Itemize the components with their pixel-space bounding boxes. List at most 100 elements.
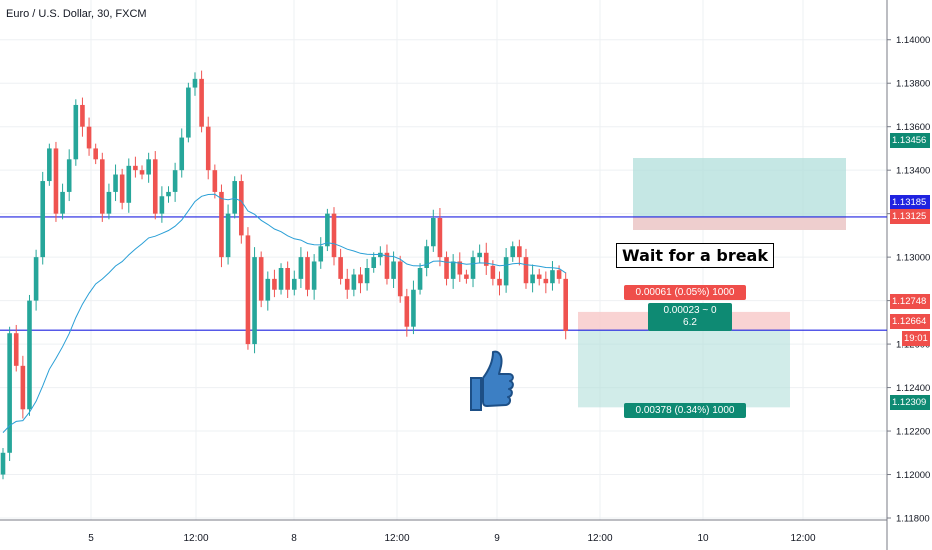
candle-body [93, 148, 98, 160]
reward-tag: 0.00378 (0.34%) 1000 [624, 403, 746, 418]
y-tick-label: 1.14000 [896, 35, 930, 46]
candle-body [556, 270, 562, 279]
candle-body [411, 289, 416, 327]
candle-body [239, 181, 244, 236]
candle-body [483, 252, 489, 266]
candle-body [225, 213, 231, 258]
candle-body [278, 268, 284, 290]
candle-body [0, 452, 6, 475]
candle-body [232, 181, 237, 214]
candle-body [186, 87, 191, 138]
candle-body [404, 296, 410, 327]
risk-tag: 0.00061 (0.05%) 1000 [624, 285, 746, 300]
x-tick-label: 9 [494, 533, 500, 544]
axis-tag-tp-short: 1.12309 [890, 395, 930, 410]
candle-body [391, 261, 396, 279]
axis-tag-countdown: 19:01 [902, 331, 930, 346]
candle-body [536, 274, 542, 279]
ratio-tag-line2: 6.2 [683, 317, 697, 328]
candle-body [358, 274, 363, 284]
candle-body [258, 257, 264, 301]
candle-body [291, 278, 297, 290]
candle-body [351, 274, 357, 290]
y-tick-label: 1.12400 [896, 383, 930, 394]
candle-body [219, 191, 224, 258]
candle-body [126, 165, 132, 203]
x-tick-label: 12:00 [790, 533, 815, 544]
candle-body [378, 252, 383, 258]
candle-body [344, 278, 350, 290]
candle-body [338, 257, 343, 279]
candle-body [305, 257, 310, 290]
candle-body [27, 300, 32, 410]
candle-body [40, 181, 46, 258]
candle-body [503, 257, 509, 286]
candle-body [364, 268, 370, 284]
candle-body [325, 213, 330, 247]
candle-body [7, 333, 12, 453]
x-tick-label: 12:00 [587, 533, 612, 544]
candle-body [265, 278, 271, 301]
candle-body [457, 261, 463, 275]
candle-body [331, 213, 337, 258]
candle-body [550, 270, 555, 284]
candle-body [530, 274, 535, 284]
candle-body [100, 159, 105, 214]
candle-body [497, 278, 502, 286]
candle-body [133, 165, 138, 171]
y-tick-label: 1.12200 [896, 427, 930, 438]
candle-body [33, 257, 39, 301]
y-tick-label: 1.12000 [896, 470, 930, 481]
candle-body [252, 257, 257, 345]
x-tick-label: 12:00 [183, 533, 208, 544]
candle-body [285, 268, 290, 290]
x-tick-label: 8 [291, 533, 297, 544]
candles [0, 70, 568, 480]
axis-tag-tp-long: 1.13456 [890, 133, 930, 148]
long-stop-zone [633, 216, 846, 230]
candle-body [146, 159, 151, 175]
candle-body [159, 196, 165, 214]
candle-body [510, 246, 516, 258]
candle-body [563, 278, 568, 332]
candle-body [318, 246, 324, 262]
candle-body [424, 246, 429, 268]
candle-body [311, 261, 317, 290]
candle-body [437, 218, 443, 258]
x-tick-label: 10 [697, 533, 709, 544]
candle-body [179, 137, 185, 171]
candle-body [66, 159, 72, 192]
axis-tag-entry-short: 1.12748 [890, 294, 930, 309]
annotation-text-box[interactable]: Wait for a break [616, 243, 774, 268]
y-tick-label: 1.13400 [896, 166, 930, 177]
candle-body [490, 265, 496, 279]
ratio-tag: 0.00023 ~ 0 6.2 [648, 303, 732, 331]
y-tick-label: 1.13000 [896, 253, 930, 264]
candle-body [192, 78, 198, 88]
candle-body [53, 148, 59, 214]
candle-body [139, 170, 145, 175]
y-tick-label: 1.13800 [896, 79, 930, 90]
candle-body [450, 261, 456, 279]
y-tick-label: 1.13600 [896, 122, 930, 133]
candle-body [73, 104, 79, 160]
symbol-title[interactable]: Euro / U.S. Dollar, 30, FXCM [6, 8, 147, 20]
candle-body [371, 257, 377, 268]
candle-body [464, 274, 469, 279]
candle-body [470, 257, 476, 279]
candle-body [113, 174, 118, 192]
candle-body [543, 278, 549, 284]
candle-body [417, 268, 423, 290]
candle-body [86, 126, 92, 149]
candle-body [172, 170, 178, 192]
candle-body [199, 78, 204, 127]
candle-body [119, 174, 125, 203]
thumbs-up-icon [465, 348, 515, 412]
axis-tag-resistance: 1.13185 [890, 195, 930, 210]
candle-body [106, 191, 112, 214]
candle-body [152, 159, 158, 214]
y-tick-label: 1.11800 [896, 514, 930, 525]
x-tick-label: 12:00 [384, 533, 409, 544]
